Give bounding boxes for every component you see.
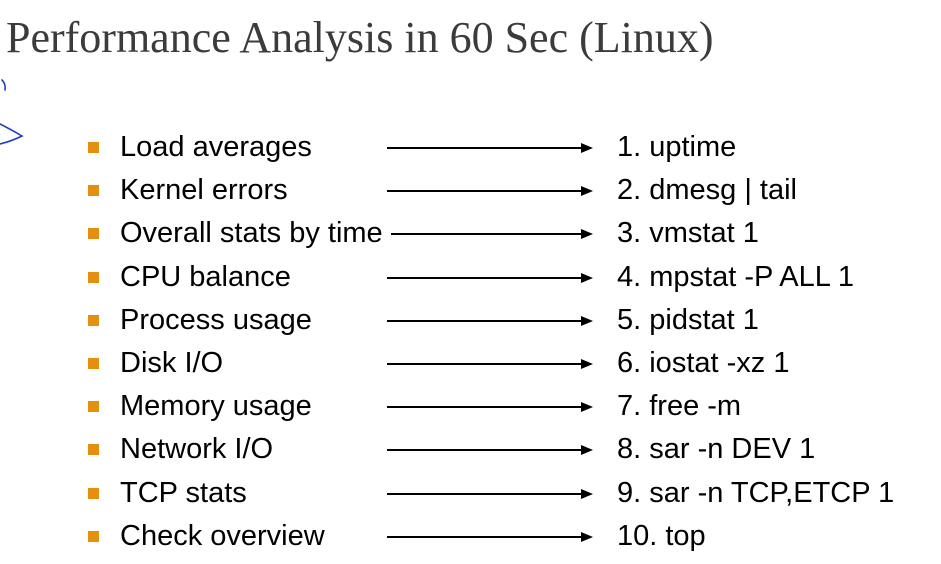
- list-item: Kernel errors 2. dmesg | tail: [0, 170, 941, 213]
- pen-annotation-mark: [0, 79, 24, 145]
- list-item: Network I/O 8. sar -n DEV 1: [0, 429, 941, 472]
- square-bullet-icon: [88, 185, 99, 197]
- square-bullet-icon: [88, 271, 99, 283]
- command-text: 1. uptime: [617, 131, 737, 163]
- arrow-right-icon: [391, 229, 593, 240]
- metric-label: Overall stats by time: [120, 217, 383, 250]
- command-text: 4. mpstat -P ALL 1: [617, 260, 854, 293]
- command-text: 6. iostat -xz 1: [617, 347, 790, 379]
- metric-label: Network I/O: [120, 433, 274, 466]
- square-bullet-icon: [88, 530, 99, 542]
- arrow-right-icon: [387, 445, 593, 456]
- square-bullet-icon: [88, 314, 99, 326]
- metric-label: Check overview: [120, 519, 325, 552]
- page-title: Performance Analysis in 60 Sec (Linux): [6, 13, 714, 62]
- square-bullet-icon: [88, 444, 99, 456]
- metric-label: Memory usage: [120, 390, 312, 423]
- list-item: Check overview 10. top: [0, 516, 941, 559]
- command-text: 3. vmstat 1: [617, 217, 759, 250]
- square-bullet-icon: [88, 487, 99, 499]
- list-item: CPU balance 4. mpstat -P ALL 1: [0, 257, 941, 300]
- command-text: 7. free -m: [617, 390, 742, 423]
- metric-label: Load averages: [120, 131, 312, 163]
- command-text: 2. dmesg | tail: [617, 174, 798, 207]
- metric-label: Process usage: [120, 303, 312, 336]
- arrow-right-icon: [387, 186, 593, 197]
- list-item: Overall stats by time 3. vmstat 1: [0, 213, 941, 256]
- arrow-right-icon: [387, 402, 593, 413]
- command-text: 9. sar -n TCP,ETCP 1: [617, 476, 895, 509]
- arrow-right-icon: [387, 531, 593, 542]
- list-item: Process usage 5. pidstat 1: [0, 300, 941, 343]
- metric-label: TCP stats: [120, 476, 247, 509]
- list-item: Disk I/O 6. iostat -xz 1: [0, 343, 941, 386]
- metric-label: Disk I/O: [120, 347, 224, 379]
- arrow-right-icon: [387, 143, 593, 153]
- list-item: Memory usage 7. free -m: [0, 386, 941, 429]
- metric-label: CPU balance: [120, 260, 291, 293]
- square-bullet-icon: [88, 228, 99, 240]
- arrow-right-icon: [387, 315, 593, 326]
- command-text: 5. pidstat 1: [617, 303, 759, 336]
- square-bullet-icon: [88, 358, 99, 369]
- square-bullet-icon: [88, 142, 99, 153]
- command-text: 8. sar -n DEV 1: [617, 433, 816, 466]
- list-item: TCP stats 9. sar -n TCP,ETCP 1: [0, 473, 941, 516]
- metric-label: Kernel errors: [120, 174, 288, 207]
- arrow-right-icon: [387, 359, 593, 369]
- arrow-right-icon: [387, 488, 593, 499]
- command-text: 10. top: [617, 519, 706, 552]
- arrow-right-icon: [387, 272, 593, 283]
- square-bullet-icon: [88, 401, 99, 413]
- list-item: Load averages 1. uptime: [0, 127, 941, 170]
